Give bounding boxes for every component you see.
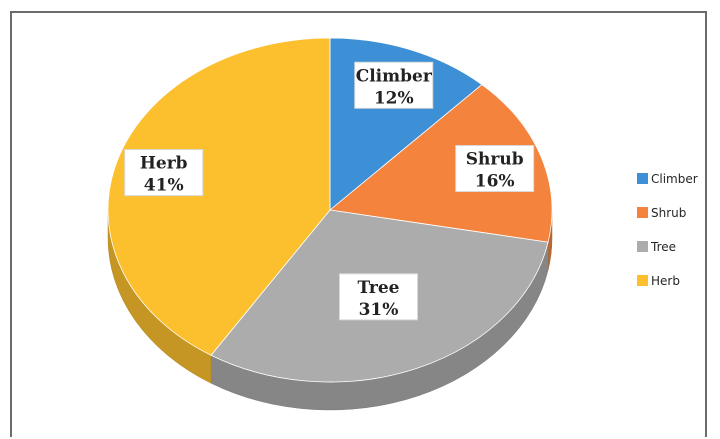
data-label-box-tree [338, 273, 418, 321]
legend-swatch-shrub [637, 207, 648, 218]
legend-item-shrub[interactable]: Shrub [637, 202, 717, 223]
legend-item-herb[interactable]: Herb [637, 270, 717, 291]
data-label-category-herb: Herb [140, 154, 188, 174]
data-label-category-shrub: Shrub [466, 150, 524, 170]
data-label-box-shrub [455, 145, 535, 193]
data-label-category-tree: Tree [357, 278, 399, 298]
data-label-value-climber: 12% [374, 88, 414, 108]
data-label-value-shrub: 16% [475, 172, 515, 192]
legend-label-climber: Climber [651, 171, 698, 186]
data-label-box-herb [124, 149, 204, 197]
data-label-value-herb: 41% [144, 176, 184, 196]
pie-slice-shrub[interactable] [329, 84, 553, 243]
pie-top-faces [107, 37, 553, 383]
data-label-category-climber: Climber [356, 66, 433, 86]
legend: Climber Shrub Tree Herb [637, 168, 717, 304]
legend-swatch-tree [637, 241, 648, 252]
legend-swatch-climber [637, 173, 648, 184]
legend-item-climber[interactable]: Climber [637, 168, 717, 189]
pie-slice-herb[interactable] [107, 37, 331, 356]
data-label-box-climber [354, 61, 434, 109]
legend-item-tree[interactable]: Tree [637, 236, 717, 257]
legend-label-shrub: Shrub [651, 205, 687, 220]
legend-label-herb: Herb [651, 273, 680, 288]
legend-label-tree: Tree [651, 239, 677, 254]
data-label-value-tree: 31% [359, 300, 399, 320]
legend-swatch-herb [637, 275, 648, 286]
